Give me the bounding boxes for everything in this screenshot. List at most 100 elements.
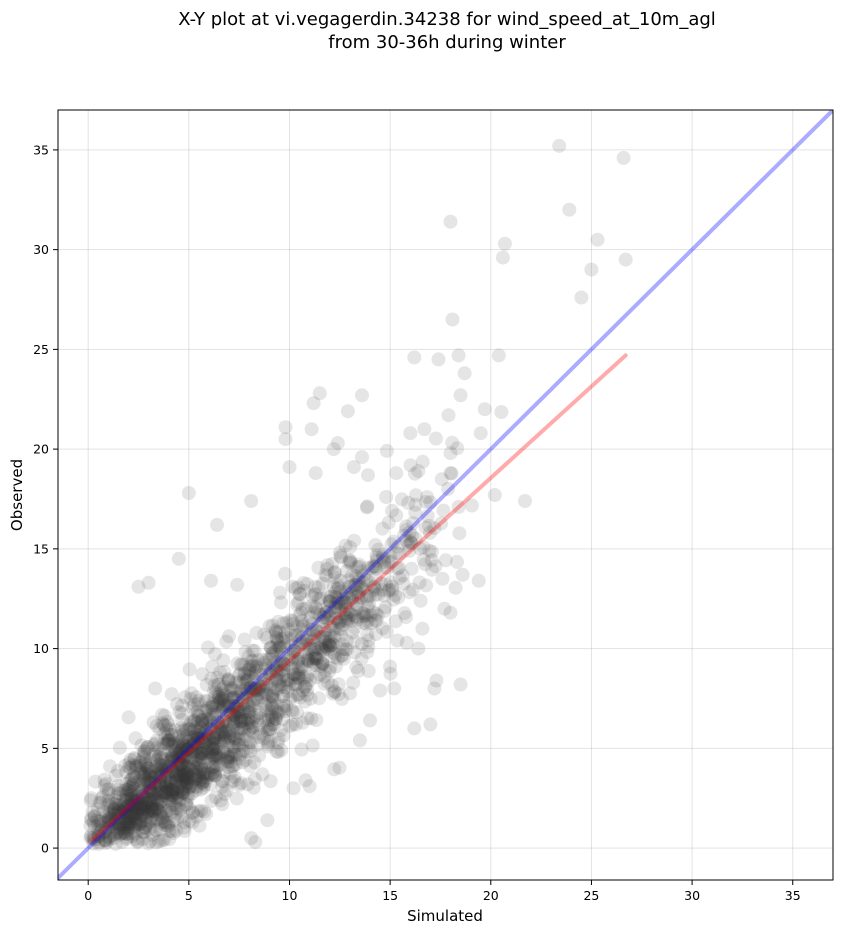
- scatter-point: [158, 761, 173, 776]
- scatter-point: [292, 671, 307, 686]
- scatter-point: [117, 820, 132, 835]
- scatter-point: [220, 754, 235, 769]
- scatter-point: [123, 815, 138, 830]
- scatter-point: [271, 731, 286, 746]
- scatter-point: [154, 764, 169, 779]
- scatter-point: [192, 762, 207, 777]
- scatter-point: [152, 773, 167, 788]
- scatter-point: [246, 780, 261, 795]
- scatter-point: [165, 728, 179, 743]
- scatter-point: [271, 634, 286, 649]
- scatter-point: [248, 683, 263, 698]
- scatter-point: [169, 782, 184, 797]
- scatter-point: [401, 538, 416, 553]
- scatter-point: [209, 748, 224, 763]
- scatter-point: [333, 584, 348, 599]
- scatter-point: [112, 804, 127, 819]
- scatter-point: [114, 805, 129, 820]
- scatter-point: [195, 751, 209, 766]
- scatter-point: [128, 790, 143, 805]
- scatter-point: [118, 782, 133, 797]
- scatter-point: [322, 594, 337, 608]
- scatter-point: [98, 808, 113, 823]
- scatter-point: [331, 594, 346, 609]
- scatter-point: [113, 812, 128, 827]
- scatter-point: [359, 608, 373, 623]
- scatter-point: [227, 707, 242, 722]
- scatter-point: [471, 573, 486, 588]
- scatter-point: [242, 723, 256, 738]
- scatter-point: [290, 645, 305, 660]
- scatter-point: [350, 610, 365, 625]
- scatter-point: [180, 741, 195, 756]
- scatter-point: [297, 694, 312, 709]
- scatter-point: [125, 777, 140, 792]
- scatter-point: [381, 515, 396, 530]
- scatter-point: [172, 746, 187, 760]
- scatter-point: [163, 775, 178, 790]
- scatter-point: [396, 528, 411, 543]
- scatter-point: [154, 758, 169, 773]
- scatter-point: [128, 759, 143, 774]
- scatter-point: [436, 503, 451, 518]
- scatter-point: [335, 648, 350, 663]
- scatter-point: [391, 560, 406, 575]
- scatter-point: [443, 466, 458, 481]
- scatter-point: [194, 762, 209, 777]
- scatter-point: [161, 717, 176, 732]
- x-tick-label: 10: [282, 888, 298, 903]
- scatter-point: [159, 722, 174, 737]
- scatter-point: [140, 760, 155, 775]
- scatter-point: [176, 775, 191, 790]
- scatter-point: [327, 565, 342, 580]
- scatter-point: [444, 466, 459, 481]
- scatter-point: [232, 731, 247, 746]
- scatter-point: [171, 752, 186, 767]
- scatter-point: [339, 564, 354, 579]
- scatter-point: [98, 825, 113, 840]
- scatter-point: [352, 585, 367, 600]
- scatter-point: [308, 579, 323, 594]
- scatter-point: [125, 808, 140, 823]
- scatter-point: [91, 829, 106, 843]
- scatter-point: [111, 786, 125, 801]
- scatter-point: [121, 809, 136, 824]
- scatter-point: [144, 788, 159, 803]
- scatter-point: [265, 717, 280, 732]
- scatter-point: [216, 679, 231, 694]
- scatter-point: [308, 658, 323, 673]
- scatter-point: [226, 747, 241, 762]
- scatter-point: [179, 797, 194, 812]
- scatter-point: [99, 782, 114, 797]
- scatter-point: [166, 764, 181, 779]
- scatter-point: [121, 811, 136, 826]
- scatter-point: [350, 560, 365, 575]
- scatter-point: [116, 783, 131, 798]
- scatter-point: [424, 553, 439, 568]
- scatter-point: [152, 834, 166, 849]
- scatter-point: [117, 822, 132, 836]
- scatter-point: [135, 801, 150, 815]
- scatter-point: [309, 670, 324, 685]
- scatter-point: [231, 690, 245, 704]
- scatter-point: [212, 692, 227, 706]
- scatter-point: [291, 628, 306, 643]
- scatter-point: [266, 685, 281, 700]
- scatter-point: [141, 836, 156, 851]
- scatter-point: [185, 806, 200, 821]
- scatter-point: [359, 573, 373, 588]
- scatter-point: [109, 789, 124, 804]
- scatter-point: [102, 830, 117, 845]
- scatter-point: [110, 825, 125, 840]
- scatter-point: [396, 576, 411, 591]
- scatter-point: [315, 657, 330, 672]
- scatter-point: [151, 749, 166, 764]
- scatter-point: [244, 715, 259, 730]
- scatter-point: [300, 682, 315, 697]
- scatter-point: [165, 739, 180, 754]
- scatter-point: [216, 700, 230, 715]
- scatter-point: [159, 766, 174, 781]
- scatter-point: [590, 232, 605, 247]
- scatter-point: [261, 737, 276, 752]
- scatter-point: [203, 767, 217, 782]
